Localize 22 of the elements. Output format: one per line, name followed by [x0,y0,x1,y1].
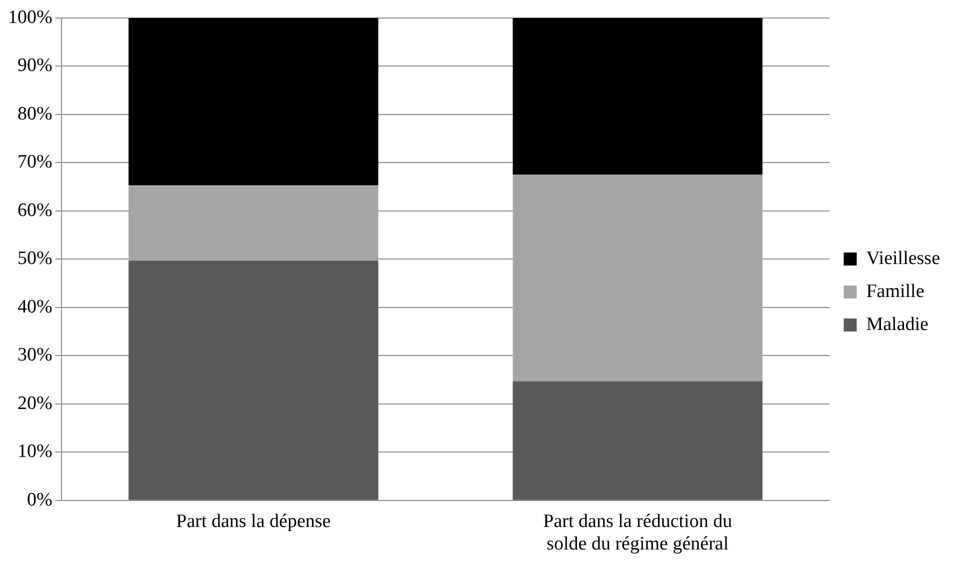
y-tick-label: 20% [18,392,52,414]
bar [128,185,378,261]
y-tick-label: 70% [18,152,52,173]
bar [128,260,378,500]
bar [512,381,762,500]
y-tick-label: 30% [18,344,52,366]
y-tick-label: 40% [18,296,52,318]
bar [512,174,762,382]
y-tick-label: 50% [18,248,52,270]
y-tick-label: 90% [18,55,52,76]
legend-label: Famille [866,280,924,302]
y-tick-label: 60% [18,200,52,221]
legend-label: Maladie [866,314,928,335]
x-tick-label: Part dans la dépense [176,510,331,532]
y-tick-label: 0% [27,489,52,510]
y-tick-label: 10% [18,441,52,462]
legend-label: Vieillesse [866,248,940,269]
y-tick-label: 80% [18,103,52,124]
x-tick-label: Part dans la réduction du solde du régime général [543,510,733,555]
bar [512,18,762,175]
y-tick-label: 100% [8,6,52,28]
bar [128,18,378,186]
